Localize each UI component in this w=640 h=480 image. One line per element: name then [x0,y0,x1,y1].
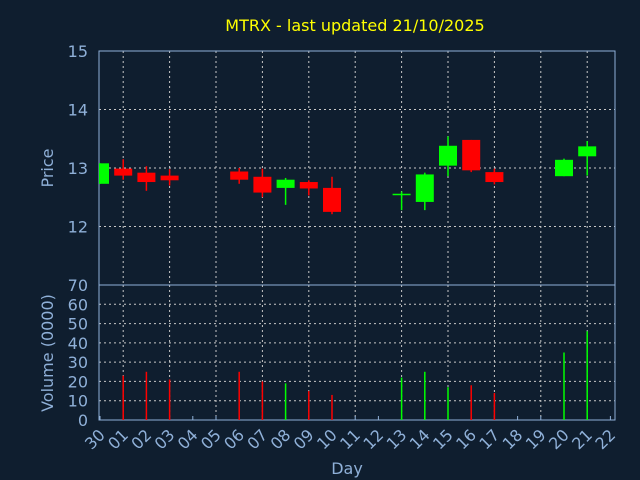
price-panel-frame [98,50,616,286]
volume-axis-label: Volume (0000) [38,294,57,412]
price-tick-label: 15 [68,42,88,61]
candle-body [276,179,295,188]
candle-body [99,163,109,184]
candle-body [462,139,481,171]
volume-tick-label: 0 [78,411,88,430]
candle-body [253,176,272,193]
candle-body [439,145,457,166]
candle-body [392,193,411,196]
volume-tick-label: 20 [68,372,88,391]
candle-body [114,168,133,176]
volume-tick-label: 40 [68,334,88,353]
chart-title: MTRX - last updated 21/10/2025 [225,16,484,35]
candle-body [230,171,249,180]
x-tick-label: 22 [591,425,619,453]
candle-body [415,174,434,202]
candle-body [578,146,597,157]
price-tick-label: 12 [68,218,88,237]
volume-tick-label: 70 [68,276,88,295]
price-tick-label: 13 [68,159,88,178]
candle-body [485,172,504,183]
candle-body [323,187,341,212]
volume-tick-label: 60 [68,295,88,314]
x-axis-label: Day [331,459,363,478]
volume-tick-label: 50 [68,315,88,334]
volume-panel-frame [98,284,616,421]
candle-body [555,159,573,177]
candle-body [299,182,318,189]
candle-body [137,172,156,183]
volume-tick-label: 30 [68,353,88,372]
candles [99,136,597,215]
volume-tick-label: 10 [68,392,88,411]
price-tick-label: 14 [68,101,88,120]
candle-body [160,175,179,181]
price-axis-label: Price [38,148,57,187]
